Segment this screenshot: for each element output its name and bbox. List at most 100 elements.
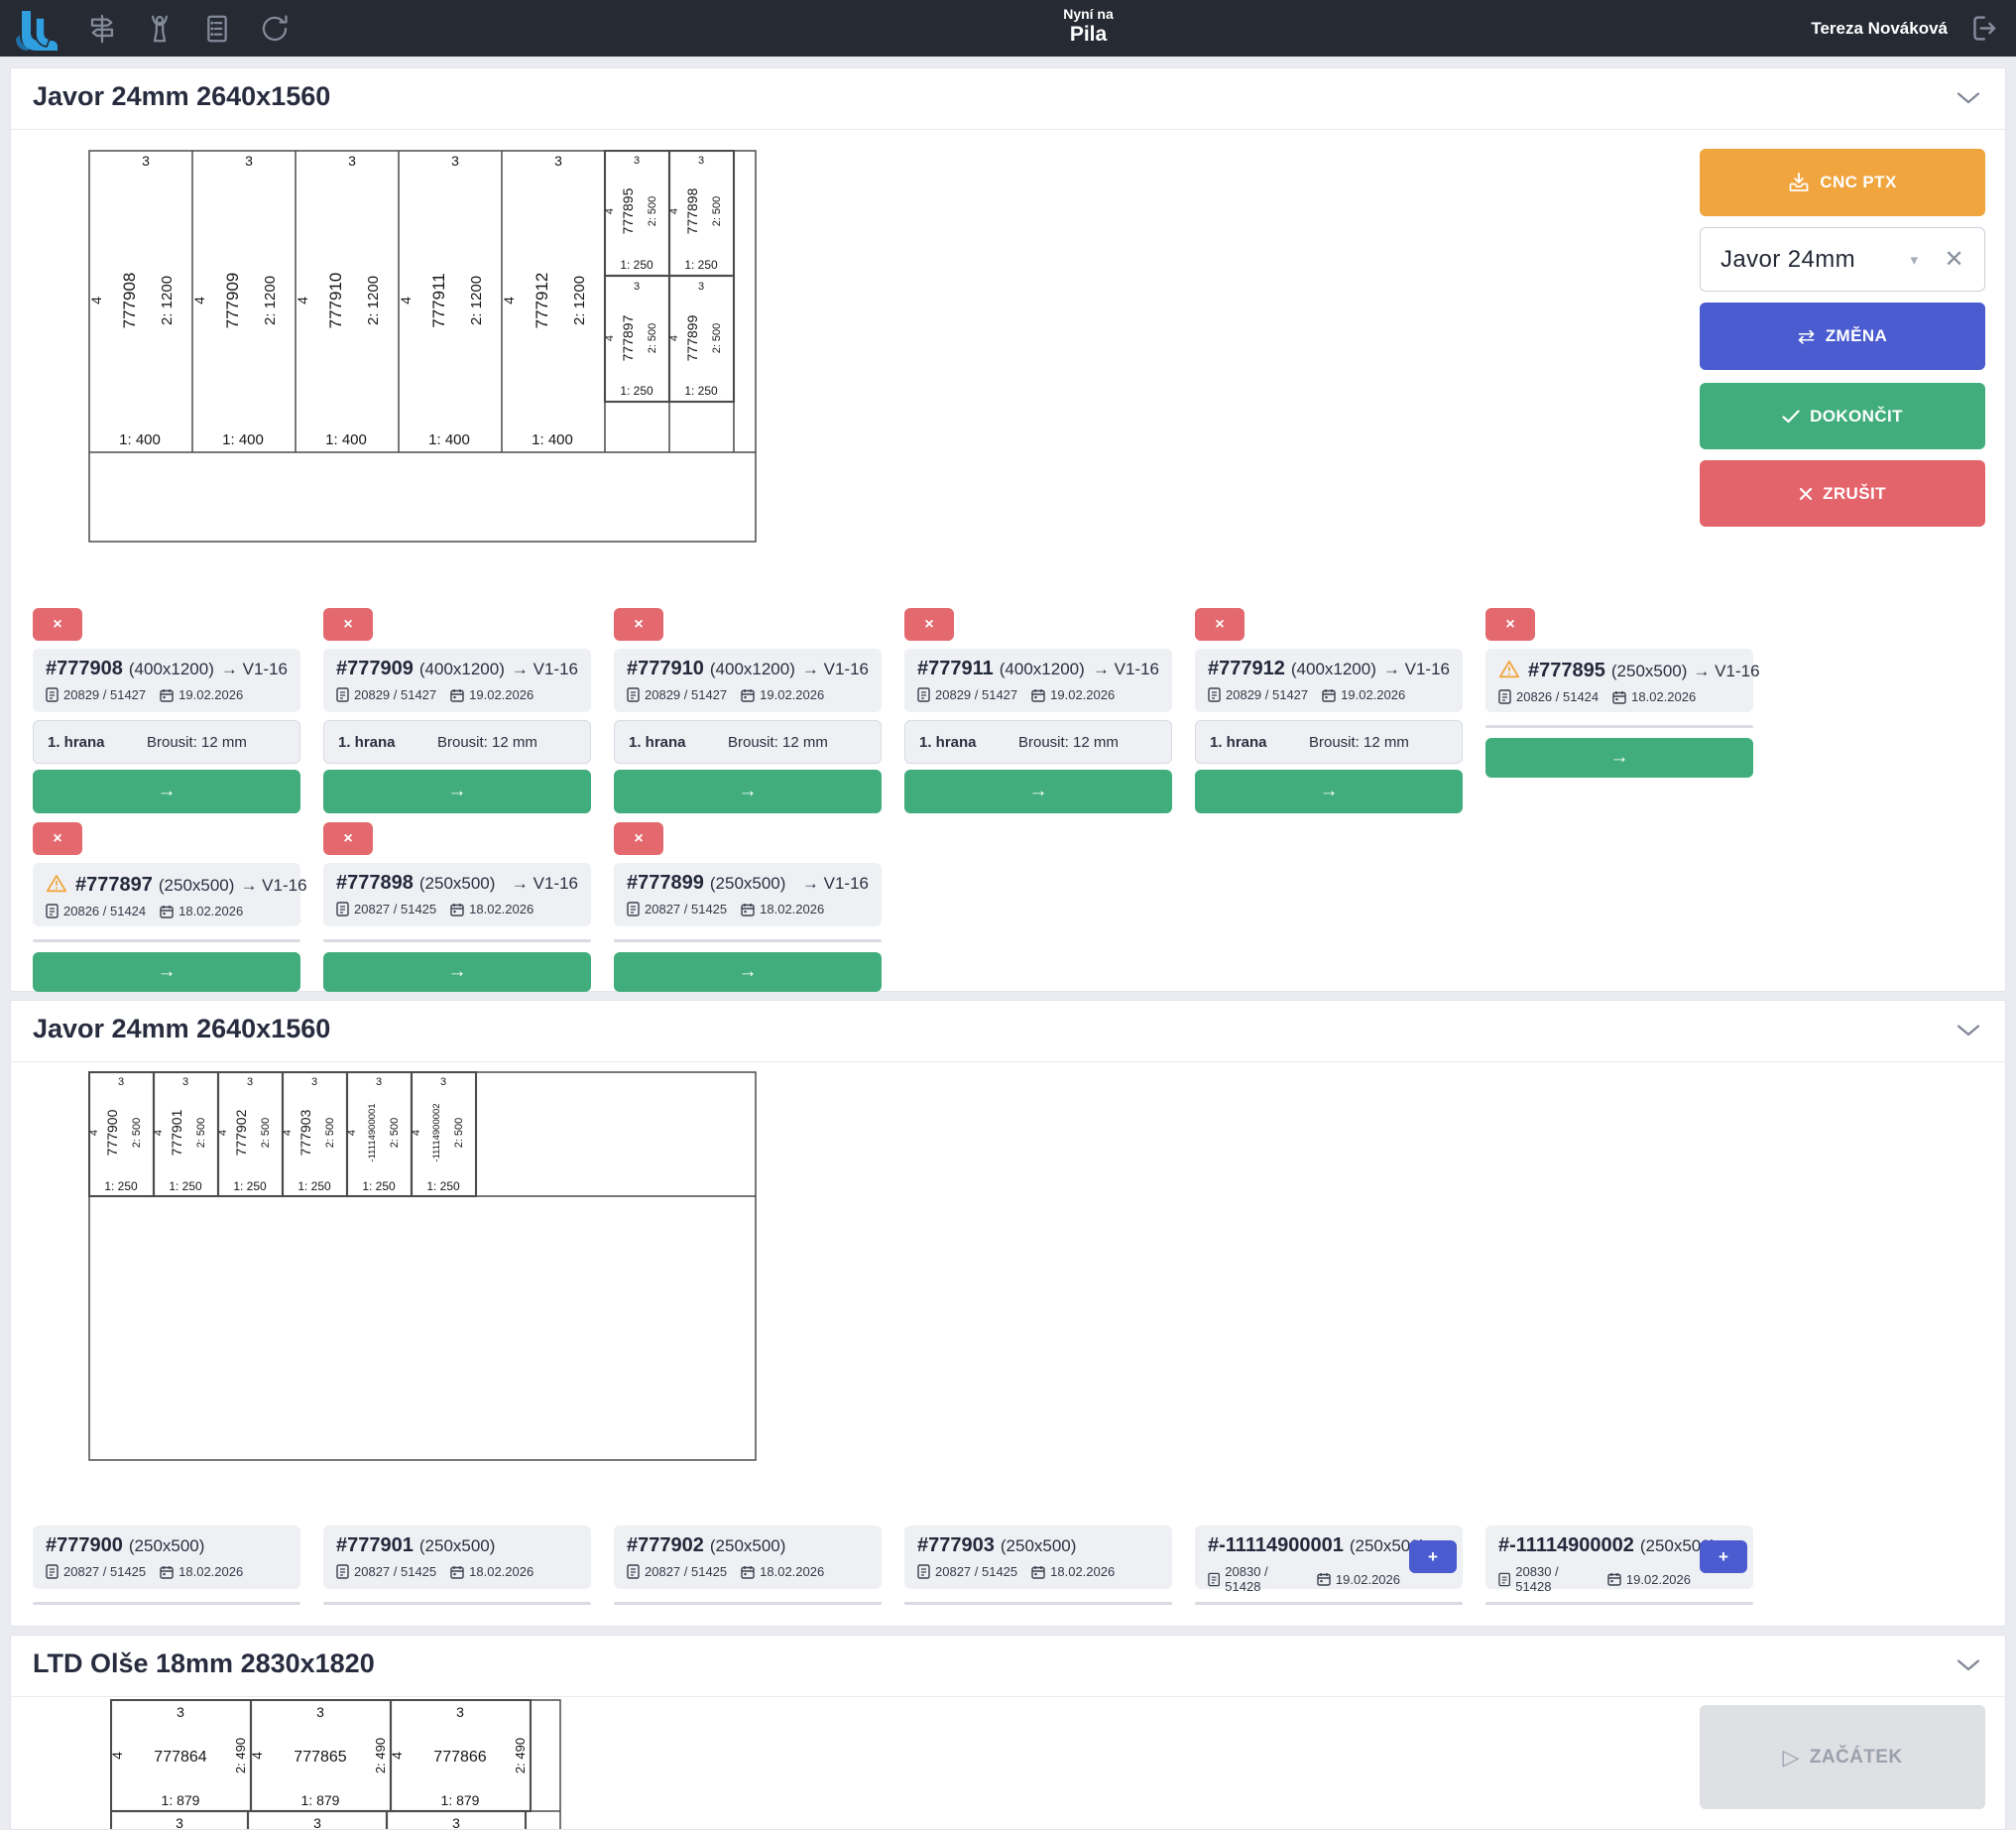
svg-text:2: 1200: 2: 1200 [365,276,382,325]
signpost-icon[interactable] [83,10,121,48]
person-icon[interactable] [141,10,178,48]
svg-text:3: 3 [118,1076,124,1088]
part-route: → V1-16 [220,660,288,678]
forward-button[interactable]: → [614,770,882,813]
part-id: #777903 [917,1534,995,1556]
section-header: Javor 24mm 2640x1560 [11,1001,2005,1062]
remove-part-button[interactable]: × [614,822,663,855]
document-icon [917,687,930,702]
svg-text:3: 3 [182,1076,188,1088]
part-info: #777912 (400x1200) → V1-16 20829 / 51427 19… [1195,649,1463,712]
svg-text:4: 4 [295,297,310,305]
svg-text:3: 3 [245,153,253,169]
forward-button[interactable]: → [1485,738,1753,778]
app-logo-icon[interactable] [12,5,59,53]
forward-button[interactable]: → [33,770,300,813]
svg-text:2: 1200: 2: 1200 [571,276,588,325]
part-route: → V1-16 [511,660,578,678]
svg-text:3: 3 [698,155,704,167]
part-card: #-11114900001 (250x500) 20830 / 51428 19.0… [1195,1525,1463,1605]
warning-icon [1498,660,1520,683]
finish-button[interactable]: DOKONČIT [1700,383,1985,449]
cut-panel: 3 4 777865 2: 490 1: 879 [249,1704,388,1808]
remove-part-button[interactable]: × [1485,608,1535,641]
remove-part-button[interactable]: × [33,822,82,855]
svg-text:1: 879: 1: 879 [162,1792,200,1808]
part-size: (400x1200) [418,660,505,678]
part-route: → V1-16 [801,660,869,678]
add-button[interactable]: + [1700,1540,1747,1573]
document-icon [46,1564,59,1579]
forward-button[interactable]: → [33,952,300,992]
due-date: 18.02.2026 [469,902,534,916]
add-button[interactable]: + [1409,1540,1457,1573]
forward-button[interactable]: → [1195,770,1463,813]
cut-panel: 3 4 777898 2: 500 1: 250 [668,155,723,272]
edge-operation-row: 1. hrana Brousit: 12 mm [904,720,1172,764]
forward-button[interactable]: → [614,952,882,992]
svg-text:1: 250: 1: 250 [426,1179,460,1193]
chevron-down-icon[interactable]: ▾ [1910,251,1919,269]
refresh-icon[interactable] [256,10,294,48]
nav-icon-group [83,0,294,57]
forward-button[interactable]: → [323,770,591,813]
svg-text:1: 250: 1: 250 [362,1179,396,1193]
chevron-down-icon[interactable] [1956,90,1981,111]
part-size: (400x1200) [709,660,795,678]
start-button[interactable]: ▷ ZAČÁTEK [1700,1705,1985,1809]
calendar-icon [1031,1565,1045,1579]
part-info: #777902 (250x500) 20827 / 51425 18.02.2026 [614,1525,882,1589]
svg-text:4: 4 [110,1752,125,1760]
part-card: × #777895 (250x500) → V1-16 20826 / 51424 1… [1485,608,1760,778]
remove-part-button[interactable]: × [33,608,82,641]
due-date: 18.02.2026 [178,1564,244,1579]
card-divider [1195,1602,1463,1605]
part-route: → V1-16 [240,876,307,895]
clear-selection-icon[interactable]: ✕ [1944,246,1964,273]
svg-text:4: 4 [501,297,517,305]
svg-text:1: 400: 1: 400 [325,431,367,448]
remove-part-button[interactable]: × [904,608,954,641]
card-divider [1485,725,1753,728]
part-info: #777900 (250x500) 20827 / 51425 18.02.2026 [33,1525,300,1589]
part-size: (250x500) [158,876,235,895]
part-size: (250x500) [709,874,786,893]
svg-text:777866: 777866 [433,1749,486,1766]
svg-text:3: 3 [348,153,356,169]
due-date: 18.02.2026 [760,1564,825,1579]
forward-button[interactable]: → [323,952,591,992]
remove-part-button[interactable]: × [1195,608,1245,641]
logout-icon[interactable] [1967,13,1998,44]
part-info: #777895 (250x500) → V1-16 20826 / 51424 18.… [1485,649,1760,712]
cnc-ptx-button[interactable]: CNC PTX [1700,149,1985,216]
chevron-down-icon[interactable] [1956,1023,1981,1043]
svg-text:777911: 777911 [429,273,448,327]
edge-operation: Brousit: 12 mm [1309,733,1409,751]
forward-button[interactable]: → [904,770,1172,813]
chevron-down-icon[interactable] [1956,1657,1981,1678]
due-date: 18.02.2026 [1631,689,1697,704]
svg-text:3: 3 [311,1076,317,1088]
cut-panel: 3 3 3 [176,1815,460,1829]
worklist-icon[interactable] [198,10,236,48]
part-card: × #777898 (250x500) → V1-16 20827 / 51425 1… [323,822,591,992]
remove-part-button[interactable]: × [323,608,373,641]
part-route: → V1-16 [801,874,869,893]
order-numbers: 20830 / 51428 [1225,1564,1268,1594]
remove-part-button[interactable]: × [323,822,373,855]
order-numbers: 20826 / 51424 [1516,689,1600,704]
document-icon [336,902,349,916]
due-date: 18.02.2026 [469,1564,534,1579]
part-info: #777897 (250x500) → V1-16 20826 / 51424 18.… [33,863,307,926]
svg-text:3: 3 [634,281,640,293]
material-select[interactable]: Javor 24mm ▾ ✕ [1700,227,1985,292]
svg-text:3: 3 [316,1704,324,1720]
calendar-icon [1317,1573,1331,1586]
start-label: ZAČÁTEK [1809,1746,1903,1768]
remove-part-button[interactable]: × [614,608,663,641]
part-route: → V1-16 [1693,662,1760,680]
svg-text:4: 4 [153,1130,165,1136]
change-button[interactable]: ⇄ ZMĚNA [1700,303,1985,370]
cancel-button[interactable]: ZRUŠIT [1700,460,1985,527]
part-size: (250x500) [418,1536,496,1555]
